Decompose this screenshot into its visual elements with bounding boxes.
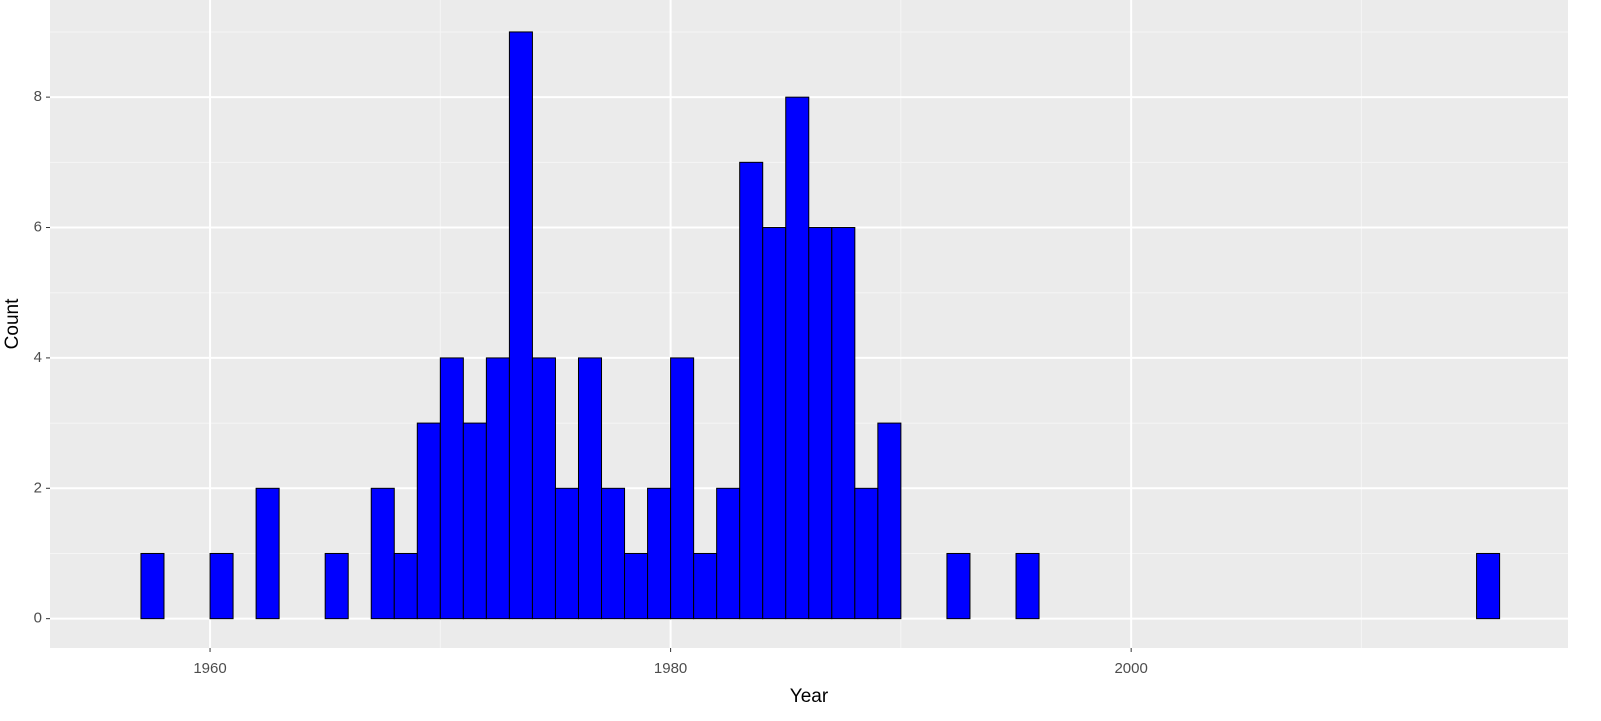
bar xyxy=(416,422,441,620)
bar xyxy=(439,357,464,620)
bar xyxy=(393,552,418,620)
y-tick-label: 8 xyxy=(34,88,42,105)
bar xyxy=(739,161,764,620)
bar xyxy=(877,422,902,620)
bar xyxy=(716,487,741,620)
bar xyxy=(531,357,556,620)
bar xyxy=(624,552,649,620)
y-tick-label: 6 xyxy=(34,218,42,235)
bar xyxy=(485,357,510,620)
x-tick-label: 2000 xyxy=(1114,660,1147,677)
bar xyxy=(762,227,787,620)
y-tick-label: 0 xyxy=(34,610,42,627)
bar xyxy=(808,227,833,620)
bar xyxy=(647,487,672,620)
bar xyxy=(670,357,695,620)
bar xyxy=(209,552,234,620)
y-tick-label: 4 xyxy=(34,349,42,366)
bar xyxy=(1476,552,1501,620)
x-axis-label: Year xyxy=(790,686,829,707)
bar xyxy=(577,357,603,620)
bar xyxy=(255,487,280,620)
x-tick-label: 1980 xyxy=(654,660,687,677)
y-tick-label: 2 xyxy=(34,479,42,496)
bar xyxy=(785,96,810,620)
bar xyxy=(508,31,533,620)
bar xyxy=(370,487,395,620)
bar xyxy=(324,552,349,620)
bar xyxy=(831,227,856,620)
bar xyxy=(854,487,879,620)
bar xyxy=(1015,552,1040,620)
bar xyxy=(601,487,626,620)
bar xyxy=(946,552,971,620)
bar xyxy=(693,552,718,620)
x-tick-label: 1960 xyxy=(193,660,226,677)
bar xyxy=(140,552,165,620)
bar xyxy=(462,422,487,620)
bar xyxy=(554,487,579,620)
y-axis-label: Count xyxy=(2,298,23,349)
